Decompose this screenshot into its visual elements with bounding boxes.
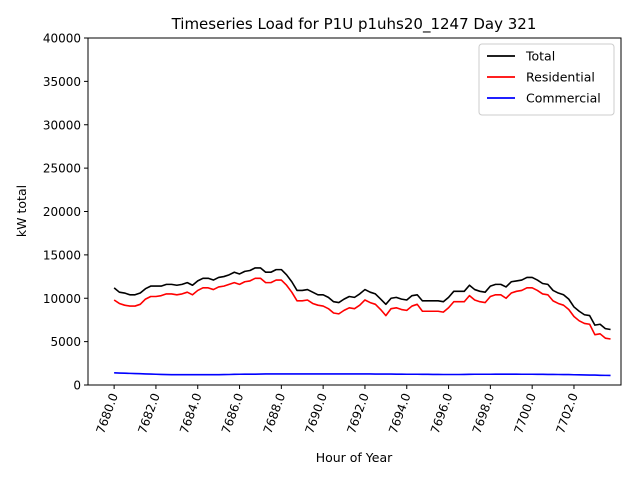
y-tick-label: 25000 bbox=[43, 162, 81, 176]
y-tick-label: 30000 bbox=[43, 118, 81, 132]
legend-label-commercial: Commercial bbox=[526, 91, 601, 106]
y-tick-label: 10000 bbox=[43, 292, 81, 306]
y-tick-label: 40000 bbox=[43, 32, 81, 46]
legend-label-residential: Residential bbox=[526, 70, 595, 85]
y-tick-label: 15000 bbox=[43, 248, 81, 262]
x-axis-label: Hour of Year bbox=[316, 450, 393, 465]
y-tick-label: 5000 bbox=[50, 335, 81, 349]
y-tick-label: 20000 bbox=[43, 205, 81, 219]
y-tick-label: 0 bbox=[73, 379, 81, 393]
series-line-residential bbox=[113, 277, 611, 340]
chart-title: Timeseries Load for P1U p1uhs20_1247 Day… bbox=[171, 15, 537, 34]
legend-label-total: Total bbox=[525, 49, 555, 64]
series-line-total bbox=[113, 267, 611, 331]
series-layer bbox=[113, 267, 611, 377]
y-tick-label: 35000 bbox=[43, 75, 81, 89]
series-line-commercial bbox=[114, 372, 611, 377]
y-axis-label: kW total bbox=[14, 185, 29, 237]
legend-entries: Total Residential Commercial bbox=[487, 49, 601, 106]
y-axis: 0 5000 10000 15000 20000 25000 30000 35000 40000 bbox=[43, 32, 88, 393]
legend: Total Residential Commercial bbox=[478, 43, 615, 116]
